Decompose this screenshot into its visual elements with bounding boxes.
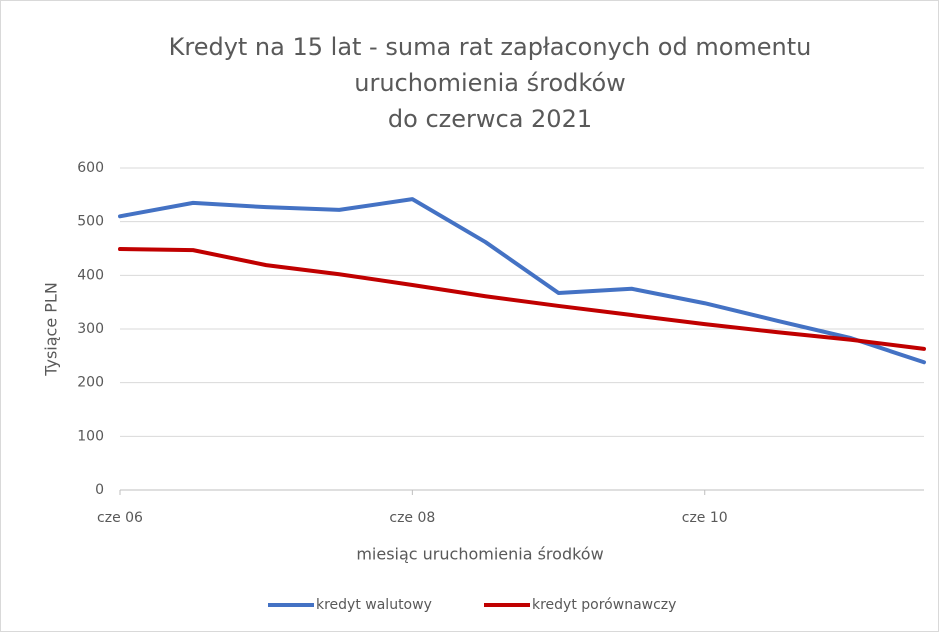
y-tick-label: 400	[77, 267, 104, 283]
y-tick-label: 0	[95, 482, 104, 498]
series-line	[118, 197, 926, 365]
y-tick-label: 500	[77, 214, 104, 230]
x-tick-label: cze 06	[97, 510, 143, 526]
y-tick-label: 300	[77, 321, 104, 337]
legend-label: kredyt walutowy	[316, 597, 432, 613]
y-tick-label: 100	[77, 428, 104, 444]
chart-title: do czerwca 2021	[388, 105, 592, 133]
chart-title: uruchomienia środków	[354, 69, 626, 97]
legend-label: kredyt porównawczy	[532, 597, 676, 613]
x-tick-label: cze 10	[682, 510, 728, 526]
y-axis-label: Tysiące PLN	[42, 282, 61, 377]
series-line	[118, 247, 926, 351]
chart-title: Kredyt na 15 lat - suma rat zapłaconych …	[169, 33, 812, 61]
x-tick-label: cze 08	[389, 510, 435, 526]
y-tick-label: 600	[77, 160, 104, 176]
x-axis-label: miesiąc uruchomienia środków	[356, 545, 603, 564]
y-tick-label: 200	[77, 375, 104, 391]
